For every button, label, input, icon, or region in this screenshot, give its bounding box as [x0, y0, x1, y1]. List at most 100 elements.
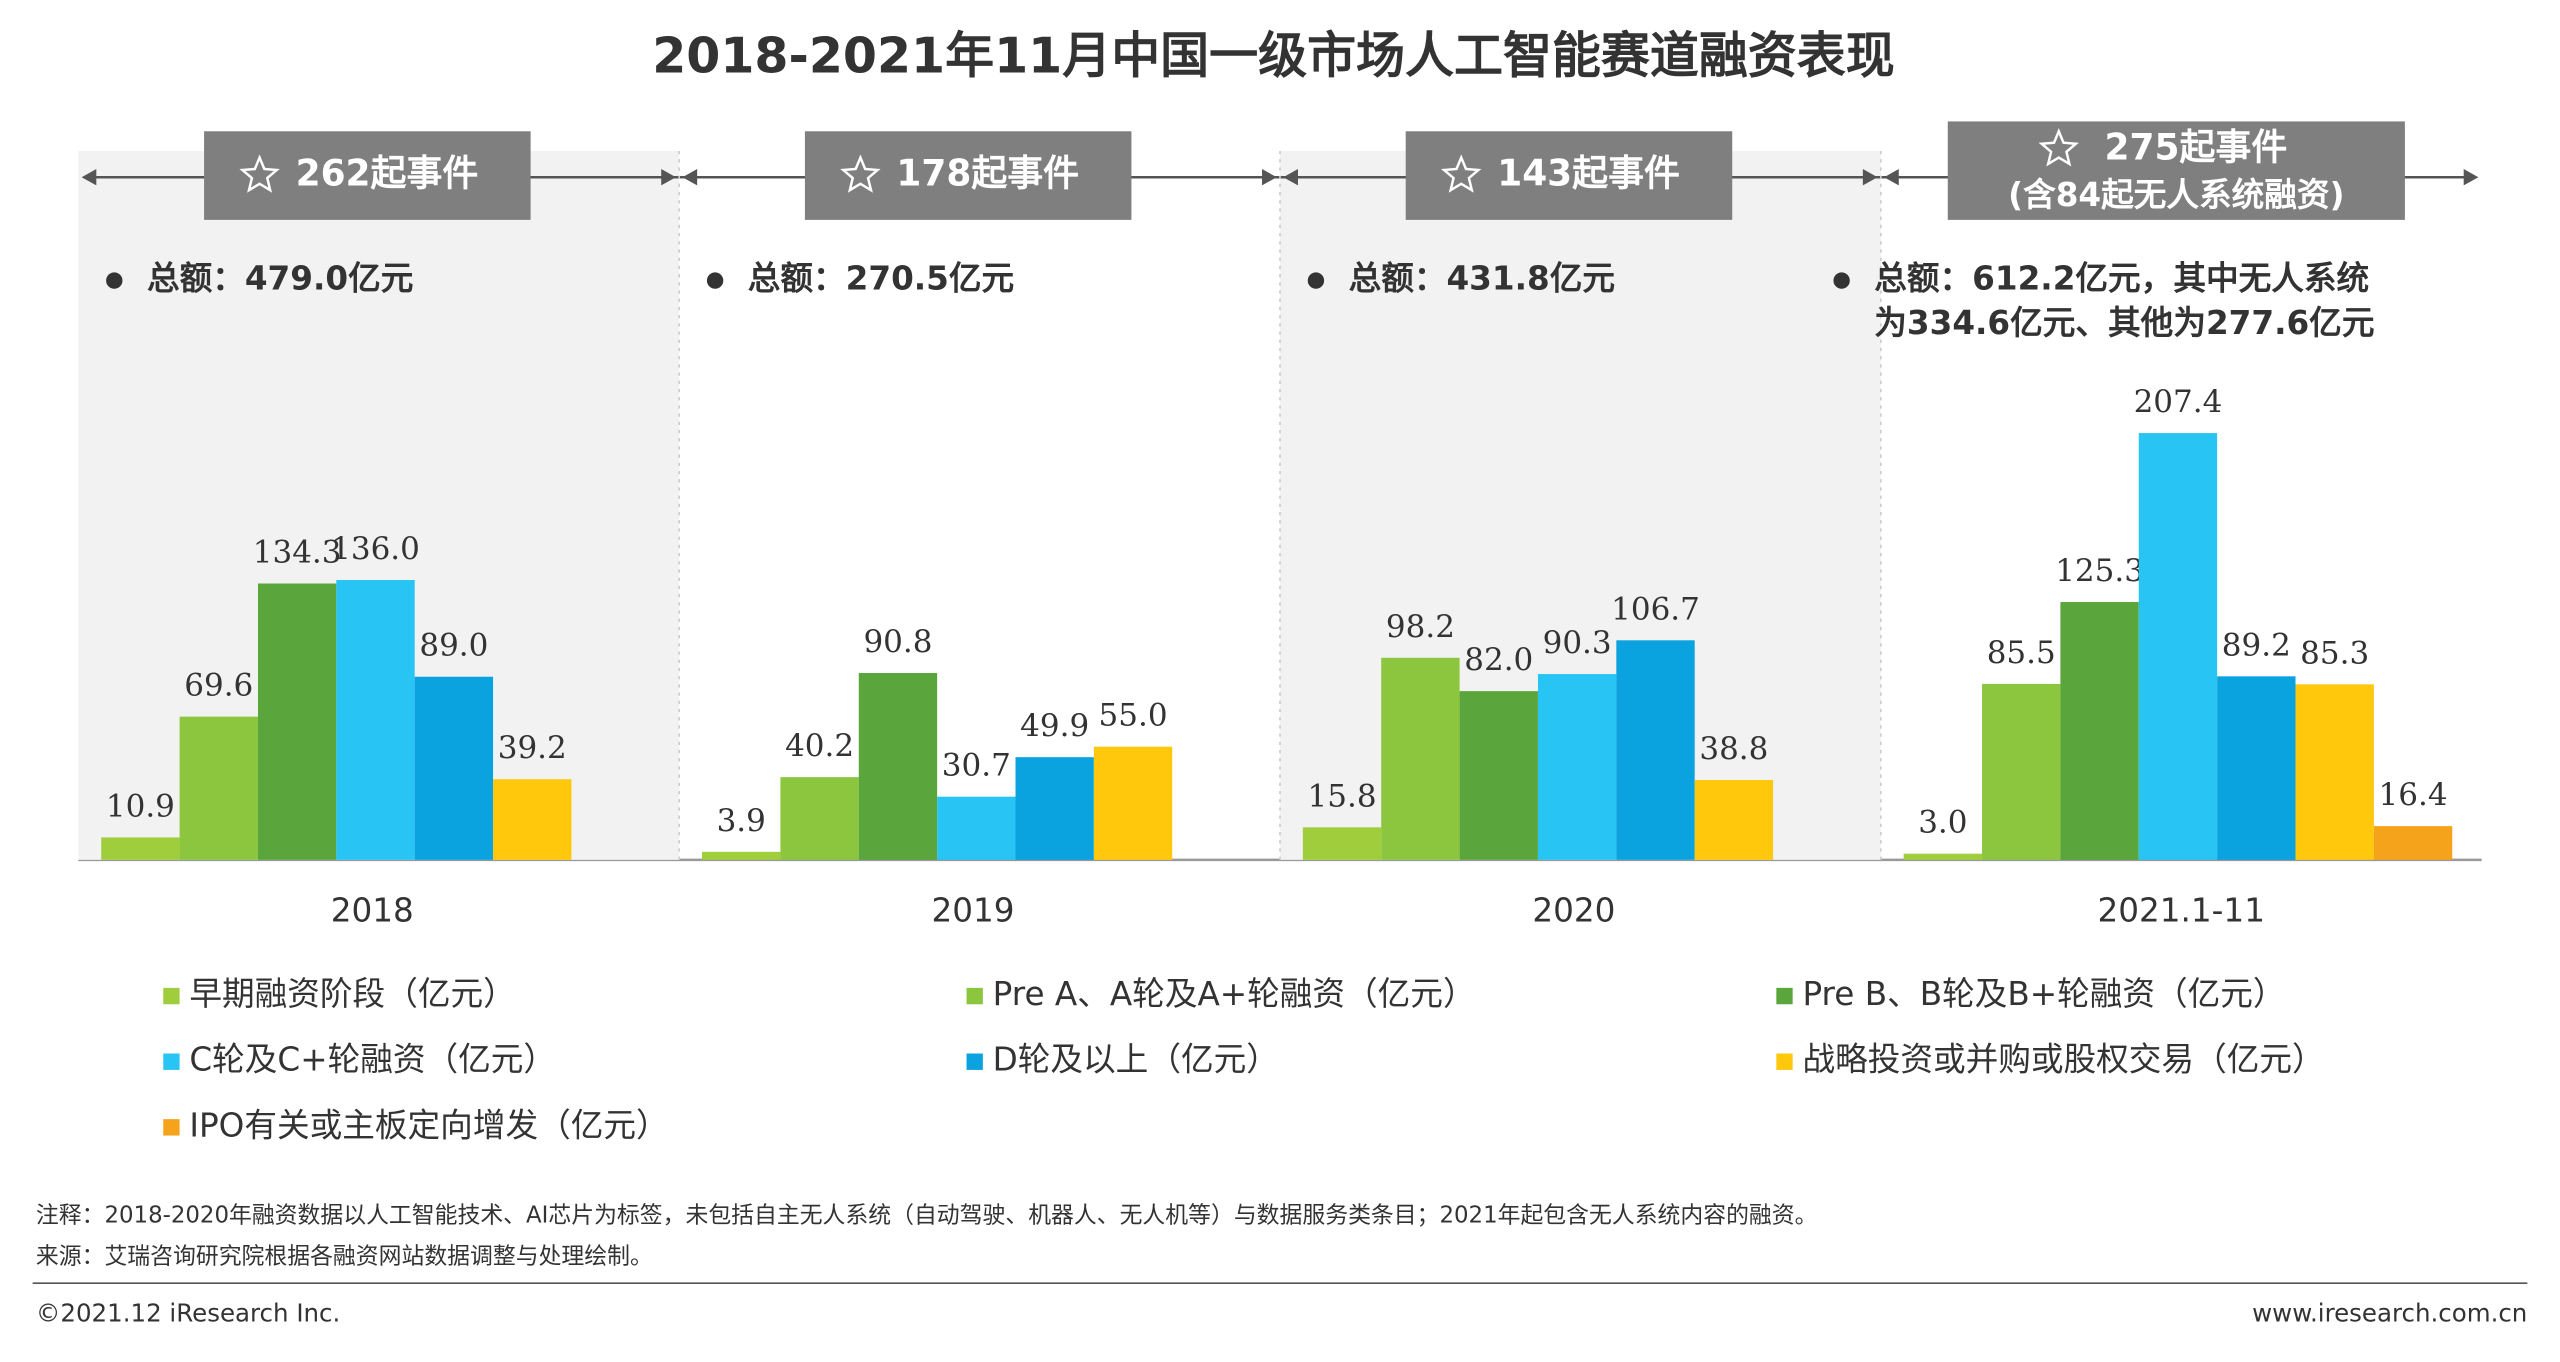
value-label: 3.0: [1918, 805, 1967, 841]
star-icon: [840, 154, 881, 193]
total-text: 总额：479.0亿元: [147, 260, 413, 298]
bar: [2060, 602, 2139, 860]
bar: [414, 676, 494, 860]
arrow-head: [1283, 169, 1298, 186]
x-tick-label: 2021.1-11: [2097, 891, 2265, 929]
bar: [2217, 676, 2296, 860]
event-count: 143起事件: [1497, 154, 1680, 195]
source: 来源：艾瑞咨询研究院根据各融资网站数据调整与处理绘制。: [36, 1243, 653, 1269]
legend-swatch: [1776, 987, 1793, 1005]
bar: [1381, 657, 1460, 860]
legend-label: 早期融资阶段（亿元）: [189, 975, 515, 1013]
bullet: [1833, 272, 1850, 289]
copyright: ©2021.12 iResearch Inc.: [36, 1298, 340, 1327]
note: 注释：2018-2020年融资数据以人工智能技术、AI芯片为标签，未包括自主无人…: [36, 1202, 1818, 1228]
value-label: 30.7: [942, 748, 1011, 784]
total-text: 总额：431.8亿元: [1349, 260, 1615, 298]
value-label: 82.0: [1464, 642, 1533, 678]
bar: [1015, 757, 1094, 860]
event-box: [1947, 121, 2405, 220]
bar: [1694, 780, 1774, 860]
bar: [702, 851, 781, 860]
value-label: 55.0: [1099, 698, 1168, 734]
value-label: 69.6: [184, 668, 253, 704]
bullet: [1307, 272, 1325, 289]
bar: [2295, 684, 2374, 860]
legend-label: D轮及以上（亿元）: [993, 1041, 1279, 1079]
value-label: 85.3: [2300, 635, 2369, 671]
bar: [780, 777, 859, 860]
arrow-head: [1862, 169, 1878, 186]
bar: [336, 580, 415, 860]
legend-swatch: [966, 1053, 983, 1070]
value-label: 16.4: [2379, 777, 2448, 813]
value-label: 89.2: [2222, 627, 2291, 663]
value-label: 3.9: [717, 803, 766, 839]
event-box: [804, 131, 1132, 220]
star-icon: [2038, 128, 2079, 167]
value-label: 49.9: [1020, 708, 1089, 744]
value-label: 10.9: [106, 788, 175, 824]
legend-label: Pre A、A轮及A+轮融资（亿元）: [993, 975, 1476, 1013]
event-count: 262起事件: [296, 154, 479, 195]
value-label: 39.2: [498, 730, 567, 766]
bar: [1302, 827, 1382, 860]
legend-swatch: [966, 987, 983, 1005]
legend-label: 战略投资或并购或股权交易（亿元）: [1802, 1041, 2324, 1079]
arrow-head: [81, 169, 97, 186]
value-label: 134.3: [253, 534, 342, 570]
arrow-head: [1884, 169, 1899, 186]
arrow-head: [1262, 169, 1277, 186]
bar: [858, 673, 938, 860]
event-box: [204, 131, 531, 220]
value-label: 15.8: [1308, 778, 1377, 814]
value-label: 90.8: [863, 624, 932, 660]
bar: [1903, 853, 1983, 860]
bar: [101, 837, 180, 860]
bar: [1537, 674, 1617, 860]
bar: [1616, 640, 1695, 860]
value-label: 207.4: [2134, 384, 2223, 420]
bar: [493, 779, 572, 860]
bullet: [106, 272, 123, 289]
legend-swatch: [163, 987, 180, 1005]
legend-label: C轮及C+轮融资（亿元）: [189, 1041, 556, 1079]
total-text: 为334.6亿元、其他为277.6亿元: [1874, 304, 2374, 342]
bar: [1093, 746, 1173, 860]
chart-title: 2018-2021年11月中国一级市场人工智能赛道融资表现: [652, 26, 1895, 84]
website: www.iresearch.com.cn: [2252, 1298, 2527, 1327]
value-label: 98.2: [1386, 609, 1455, 645]
total-text: 总额：612.2亿元，其中无人系统: [1874, 260, 2369, 298]
bullet: [706, 272, 724, 289]
legend-swatch: [1776, 1053, 1793, 1070]
bar: [257, 583, 337, 860]
star-icon: [239, 154, 280, 193]
value-label: 85.5: [1987, 635, 2056, 671]
legend-label: IPO有关或主板定向增发（亿元）: [189, 1106, 668, 1144]
bar: [1459, 691, 1538, 860]
total-text: 总额：270.5亿元: [748, 260, 1014, 298]
value-label: 136.0: [331, 531, 420, 567]
bar: [937, 796, 1016, 860]
value-label: 40.2: [785, 728, 854, 764]
arrow-head: [661, 169, 676, 186]
arrow-head: [682, 169, 698, 186]
bar: [2373, 826, 2453, 860]
x-tick-label: 2019: [932, 891, 1015, 929]
value-label: 38.8: [1699, 731, 1768, 767]
x-tick-label: 2020: [1532, 891, 1615, 929]
bar: [2138, 433, 2218, 860]
legend-swatch: [163, 1119, 180, 1136]
bar: [179, 716, 258, 860]
event-count: 275起事件: [2105, 127, 2288, 168]
bar: [1982, 683, 2061, 860]
value-label: 89.0: [419, 628, 488, 664]
star-icon: [1441, 154, 1482, 193]
event-note: (含84起无人系统融资): [2008, 176, 2344, 214]
value-label: 125.3: [2055, 553, 2144, 589]
legend-label: Pre B、B轮及B+轮融资（亿元）: [1802, 975, 2285, 1013]
value-label: 106.7: [1611, 591, 1700, 627]
event-box: [1405, 131, 1733, 220]
legend-swatch: [163, 1053, 180, 1070]
